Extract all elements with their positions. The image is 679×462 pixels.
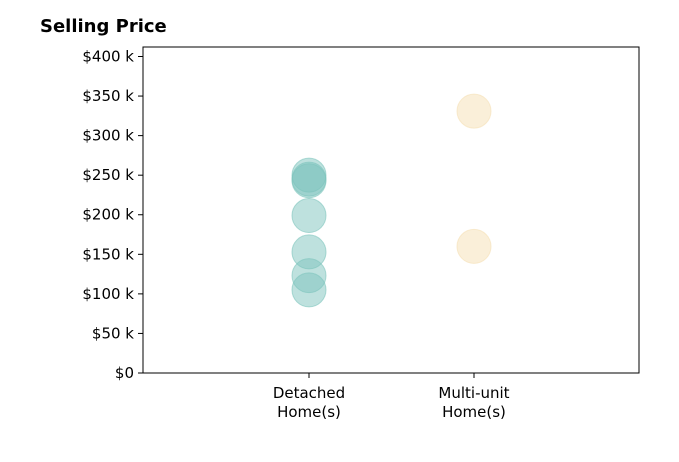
x-tick-label: Detached Home(s) — [273, 384, 345, 421]
y-axis: $0 $50 k $100 k $150 k $200 k $250 k $300 k $35… — [82, 47, 143, 382]
y-tick-label: $100 k — [82, 285, 134, 303]
data-point — [456, 93, 492, 129]
data-point — [456, 228, 492, 264]
y-tick-label: $150 k — [82, 245, 134, 263]
y-tick-label: $200 k — [82, 206, 134, 224]
y-tick-label: $250 k — [82, 166, 134, 184]
y-tick-label: $300 k — [82, 127, 134, 145]
y-tick-label: $50 k — [92, 324, 134, 342]
x-axis: Detached Home(s) Multi-unit Home(s) — [273, 373, 510, 421]
data-points — [291, 93, 492, 308]
plot-frame — [142, 46, 640, 374]
y-tick-label: $0 — [115, 364, 134, 382]
x-tick-label: Multi-unit Home(s) — [438, 384, 509, 421]
chart-title: Selling Price — [40, 16, 167, 37]
data-point — [291, 157, 327, 193]
y-tick-label: $400 k — [82, 47, 134, 65]
data-point — [291, 234, 327, 270]
y-tick-label: $350 k — [82, 87, 134, 105]
data-point — [291, 198, 327, 234]
